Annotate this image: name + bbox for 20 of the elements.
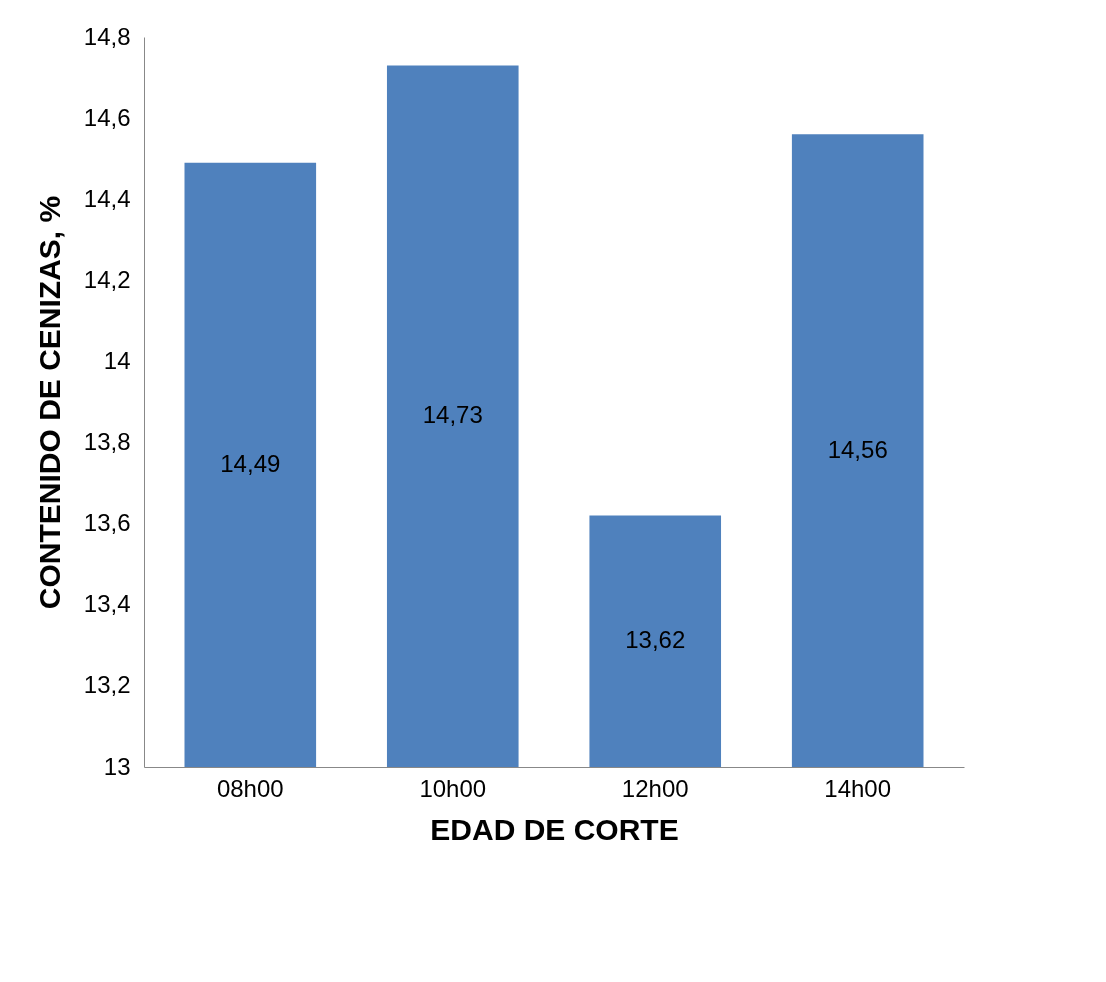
y-tick-label: 14,4 — [83, 184, 131, 212]
y-tick-label: 13 — [103, 752, 131, 780]
data-label: 14,49 — [220, 449, 281, 477]
y-tick-label: 13,2 — [83, 671, 131, 699]
data-label: 14,56 — [827, 435, 888, 463]
y-tick-label: 13,8 — [83, 428, 131, 456]
x-tick-label: 08h00 — [216, 774, 284, 802]
y-tick-label: 14 — [103, 346, 131, 374]
y-tick-label: 13,6 — [83, 509, 131, 537]
y-tick-label: 13,4 — [83, 590, 131, 618]
y-axis-title: CONTENIDO DE CENIZAS, % — [32, 195, 66, 610]
x-tick-label: 14h00 — [824, 774, 892, 802]
x-axis-title: EDAD DE CORTE — [430, 812, 679, 846]
y-tick-label: 14,2 — [83, 265, 131, 293]
y-tick-label: 14,8 — [83, 22, 131, 50]
data-label: 13,62 — [625, 626, 686, 654]
data-label: 14,73 — [422, 401, 483, 429]
x-tick-label: 12h00 — [621, 774, 689, 802]
x-tick-label: 10h00 — [419, 774, 487, 802]
y-tick-label: 14,6 — [83, 103, 131, 131]
